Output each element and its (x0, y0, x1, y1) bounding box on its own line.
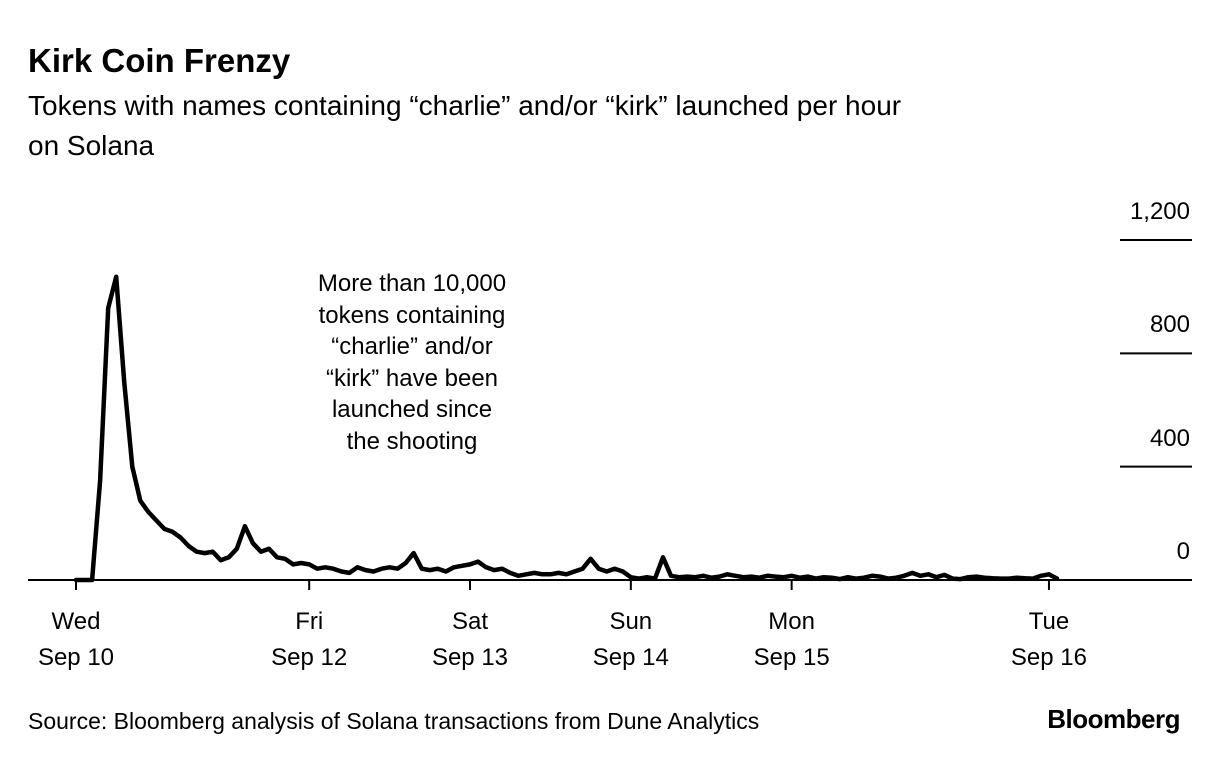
x-tick-label: Sun Sep 14 (592, 608, 669, 671)
x-tick-label: Fri Sep 12 (271, 608, 348, 671)
source: Source: Bloomberg analysis of Solana tra… (28, 708, 760, 734)
x-tick-label: Tue Sep 16 (1010, 608, 1087, 671)
y-tick-label: 1,200 (1129, 198, 1190, 225)
chart-subtitle: Tokens with names containing “charlie” a… (28, 90, 902, 161)
brand-logo: Bloomberg (1047, 704, 1180, 734)
y-tick-label: 800 (1149, 311, 1190, 339)
y-tick-label: 0 (1176, 538, 1190, 565)
x-tick-label: Sat Sep 13 (431, 608, 509, 671)
y-tick-label: 400 (1149, 424, 1190, 452)
chart-title: Kirk Coin Frenzy (28, 42, 291, 79)
data-line (73, 274, 1060, 583)
x-tick-label: Wed Sep 10 (37, 608, 115, 671)
x-tick-label: Mon Sep 15 (753, 608, 830, 671)
annotation: More than 10,000 tokens containing “char… (317, 270, 507, 455)
